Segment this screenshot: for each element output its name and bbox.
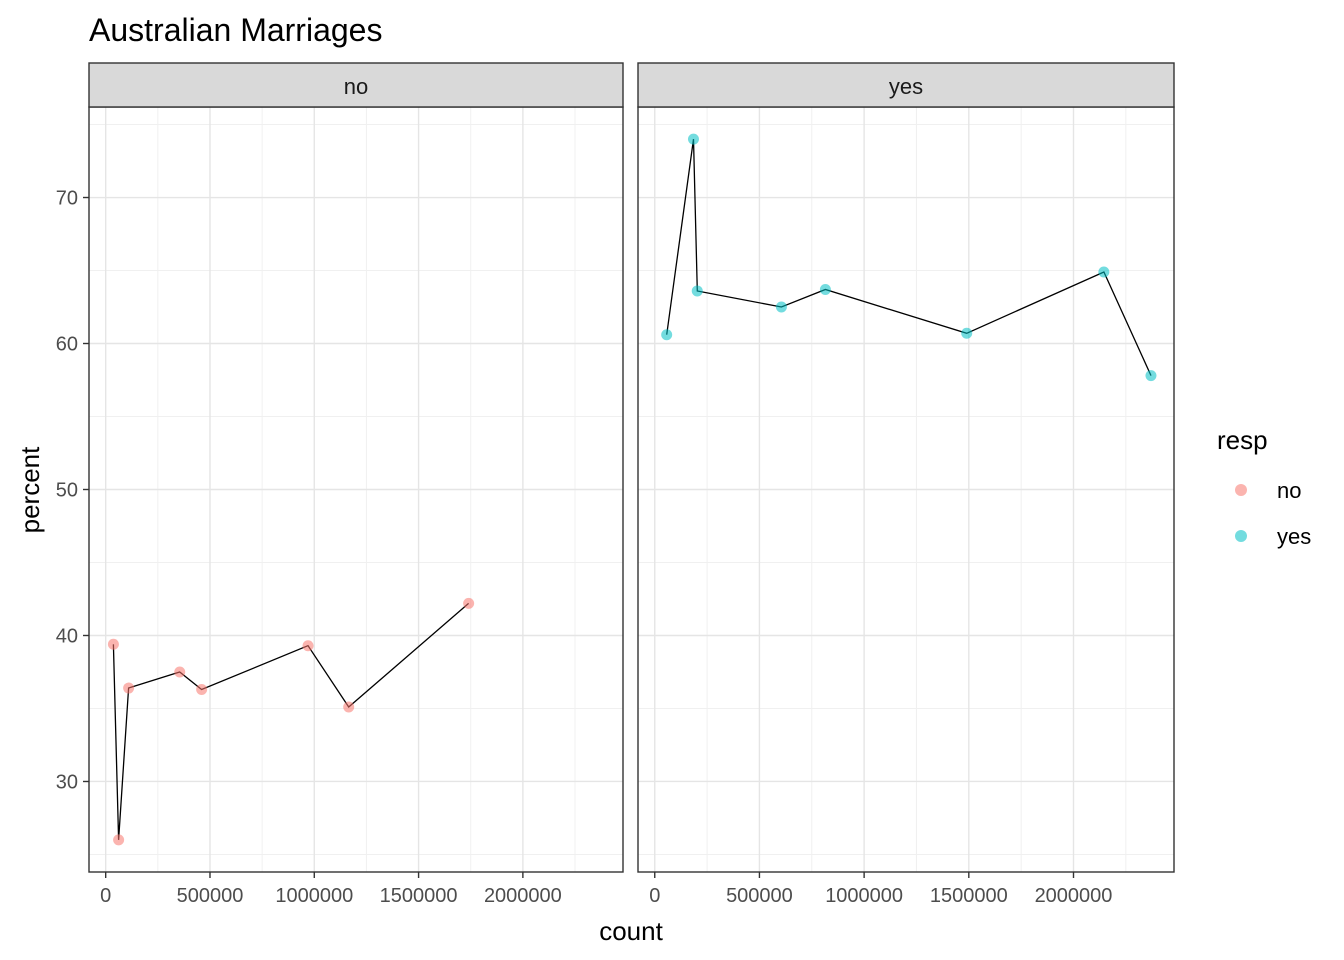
y-axis-title: percent bbox=[15, 446, 45, 533]
legend: resp no yes bbox=[1217, 425, 1311, 549]
data-point-yes bbox=[1098, 266, 1110, 278]
y-tick-label: 60 bbox=[56, 334, 78, 356]
data-point-no bbox=[343, 701, 355, 713]
x-tick-label: 1000000 bbox=[275, 885, 353, 907]
x-tick-label: 2000000 bbox=[484, 885, 562, 907]
y-tick-label: 40 bbox=[56, 625, 78, 647]
legend-label-no: no bbox=[1277, 478, 1301, 503]
data-point-yes bbox=[687, 133, 699, 145]
facet-strip bbox=[88, 62, 624, 108]
x-tick-label: 500000 bbox=[726, 885, 793, 907]
data-point-yes bbox=[819, 283, 831, 295]
x-tick-label: 0 bbox=[649, 885, 660, 907]
facet-strip bbox=[637, 62, 1175, 108]
legend-key-yes bbox=[1235, 530, 1247, 542]
facet-panel-no: no 0 500000 1000000 1500000 2000000 30 40 50 60 70 bbox=[56, 62, 624, 907]
data-point-no bbox=[302, 640, 314, 652]
series-line-no bbox=[112, 602, 470, 840]
data-point-no bbox=[463, 597, 475, 609]
data-point-no bbox=[123, 682, 135, 694]
facet-panel-yes: yes 0 500000 1000000 1500000 2000000 bbox=[637, 62, 1175, 907]
data-point-no bbox=[174, 666, 186, 678]
data-point-yes bbox=[1145, 370, 1157, 382]
y-tick-label: 50 bbox=[56, 480, 78, 502]
facet-strip-label: yes bbox=[889, 74, 923, 99]
legend-title: resp bbox=[1217, 425, 1268, 455]
data-point-yes bbox=[775, 301, 787, 313]
y-tick-label: 70 bbox=[56, 188, 78, 210]
data-point-yes bbox=[961, 327, 973, 339]
data-point-yes bbox=[691, 285, 703, 297]
legend-label-yes: yes bbox=[1277, 524, 1311, 549]
data-point-no bbox=[196, 684, 208, 696]
legend-key-no bbox=[1235, 484, 1247, 496]
x-tick-label: 1500000 bbox=[930, 885, 1008, 907]
x-tick-label: 500000 bbox=[177, 885, 244, 907]
series-line-yes bbox=[666, 139, 1152, 376]
x-axis-title: count bbox=[599, 916, 663, 946]
y-tick-label: 30 bbox=[56, 771, 78, 793]
x-tick-label: 1000000 bbox=[825, 885, 903, 907]
x-tick-label: 2000000 bbox=[1035, 885, 1113, 907]
data-point-no bbox=[107, 638, 119, 650]
data-point-no bbox=[113, 834, 125, 846]
chart-title: Australian Marriages bbox=[89, 12, 382, 48]
x-tick-label: 1500000 bbox=[380, 885, 458, 907]
facet-strip-label: no bbox=[344, 74, 368, 99]
facet-panels: no 0 500000 1000000 1500000 2000000 30 40 50 60 70… bbox=[56, 62, 1175, 907]
x-tick-label: 0 bbox=[100, 885, 111, 907]
data-point-yes bbox=[661, 329, 673, 341]
